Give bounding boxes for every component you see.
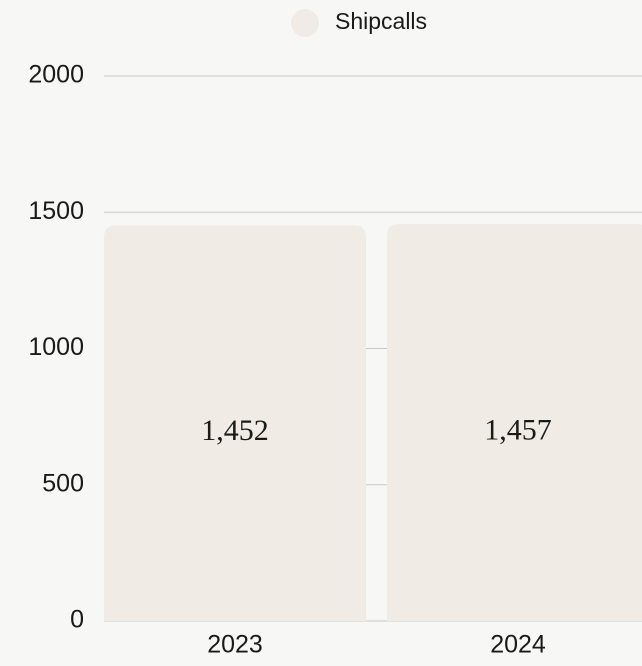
value-label: 1,452 xyxy=(201,414,269,447)
y-tick-label: 0 xyxy=(70,606,84,634)
bar xyxy=(387,223,642,621)
legend-label: Shipcalls xyxy=(335,8,427,34)
y-tick-label: 500 xyxy=(42,469,84,497)
x-tick-label: 2024 xyxy=(490,631,546,659)
y-tick-label: 2000 xyxy=(28,61,84,89)
y-tick-label: 1500 xyxy=(28,197,84,225)
legend-swatch xyxy=(291,9,319,37)
bar xyxy=(104,225,366,621)
x-tick-label: 2023 xyxy=(207,631,263,659)
value-label: 1,457 xyxy=(484,413,552,446)
y-tick-label: 1000 xyxy=(28,333,84,361)
